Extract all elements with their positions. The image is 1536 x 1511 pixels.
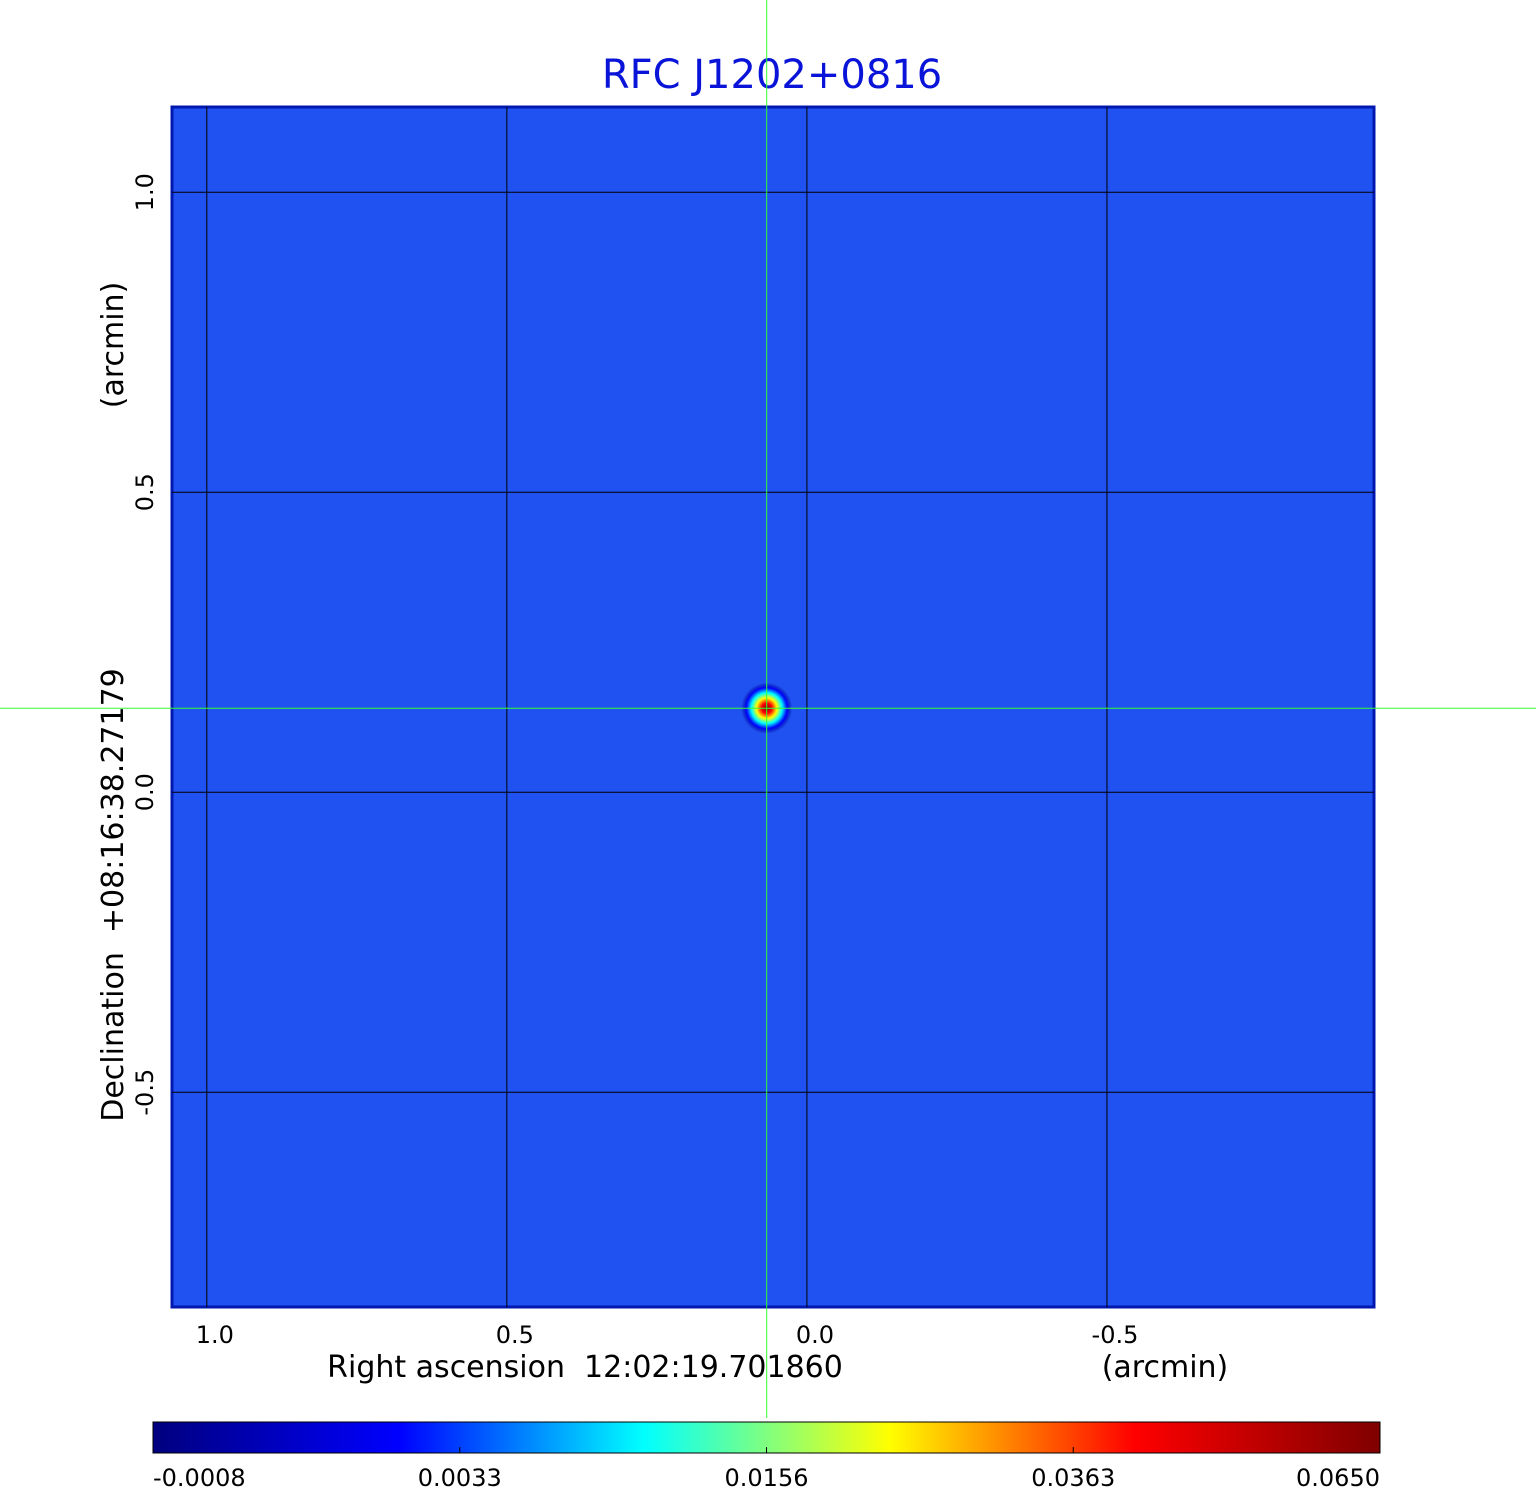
y-axis-unit: (arcmin) [96,282,131,409]
x-axis-label: Right ascension 12:02:19.701860 [327,1350,843,1385]
x-tick-label: 1.0 [196,1321,234,1349]
colorbar-tick-label: 0.0363 [1031,1464,1115,1492]
y-tick-label: 1.0 [131,173,159,211]
colorbar-tick-label: 0.0156 [725,1464,809,1492]
y-tick-label: -0.5 [131,1069,159,1116]
x-tick-label: 0.0 [796,1321,834,1349]
colorbar-tick-label: -0.0008 [153,1464,246,1492]
colorbar-tick-label: 0.0650 [1296,1464,1380,1492]
chart-title: RFC J1202+0816 [602,52,942,98]
colorbar-tick-label: 0.0033 [418,1464,502,1492]
x-axis-unit: (arcmin) [1102,1350,1229,1385]
y-tick-label: 0.5 [131,473,159,511]
y-axis-label: Declination +08:16:38.27179 [96,668,131,1122]
x-tick-label: 0.5 [496,1321,534,1349]
x-tick-label: -0.5 [1092,1321,1139,1349]
y-tick-label: 0.0 [131,773,159,811]
